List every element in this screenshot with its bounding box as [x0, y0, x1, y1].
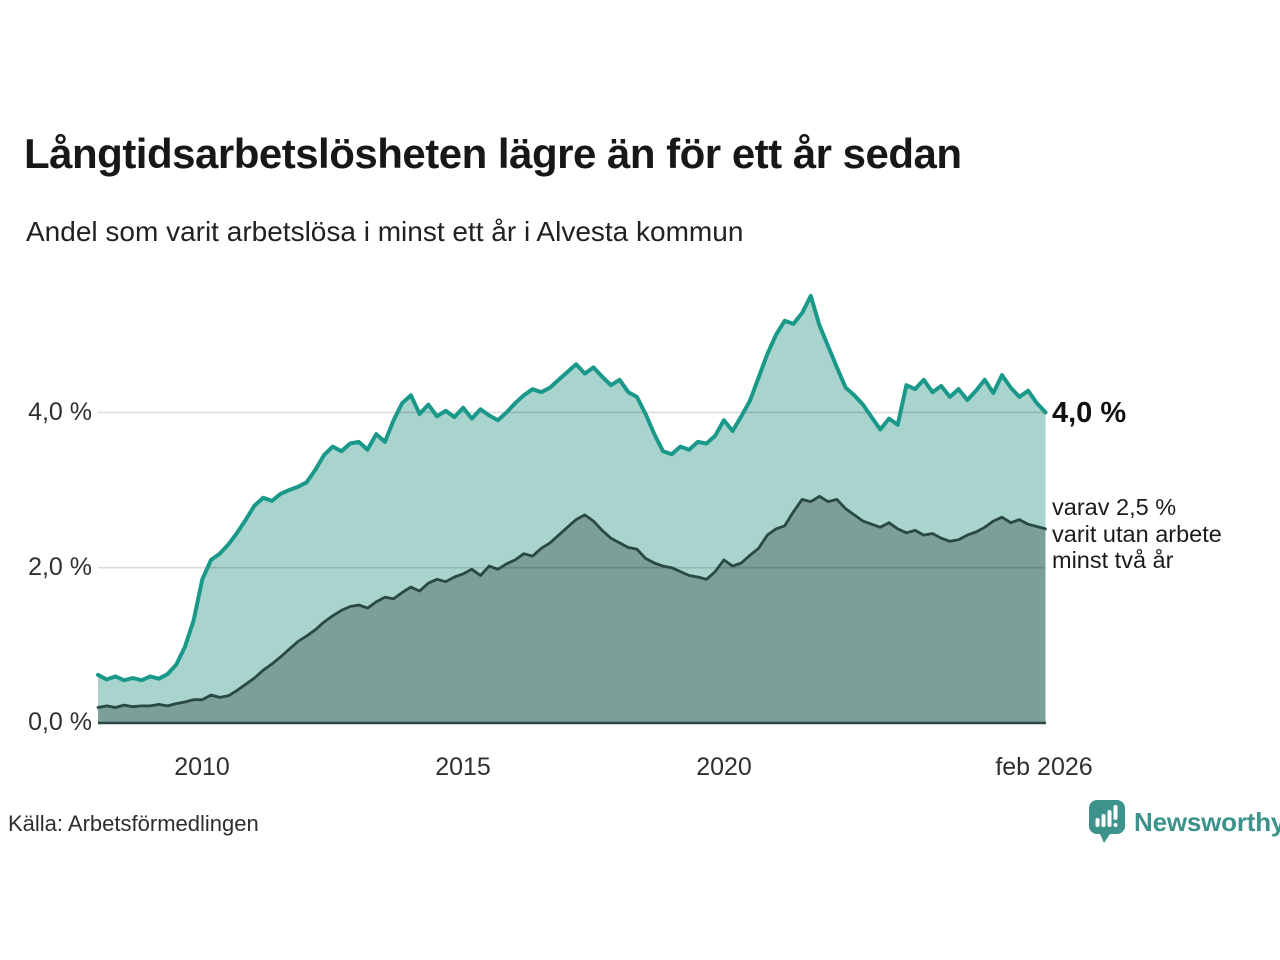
x-tick-2020: 2020 [696, 753, 752, 781]
newsworthy-icon [1089, 800, 1125, 843]
two-year-note-line-2: varit utan arbete [1052, 520, 1222, 547]
x-tick-2015: 2015 [435, 753, 491, 781]
page-title: Långtidsarbetslösheten lägre än för ett … [24, 130, 962, 177]
two-year-note-line-1: varav 2,5 % [1052, 494, 1177, 520]
two-year-note: varav 2,5 % varit utan arbete minst två … [1052, 494, 1222, 574]
y-tick-0: 0,0 % [28, 708, 92, 736]
two-year-note-line-3: minst två år [1052, 547, 1174, 573]
x-tick-feb-2026: feb 2026 [995, 753, 1093, 781]
y-tick-4: 4,0 % [28, 398, 92, 426]
bar-2 [1101, 814, 1106, 827]
y-tick-2: 2,0 % [28, 553, 92, 581]
total-line [96, 293, 1048, 683]
two-year-line [96, 494, 1047, 709]
bar-1 [1095, 818, 1100, 827]
page-subtitle: Andel som varit arbetslösa i minst ett å… [26, 216, 744, 247]
speech-bubble-shape [1089, 800, 1125, 843]
brand-logo: Newsworthy [1088, 799, 1280, 845]
two-year-area [98, 496, 1046, 723]
x-tick-2010: 2010 [174, 753, 230, 781]
source-label: Källa: Arbetsförmedlingen [8, 811, 259, 836]
bar-3 [1107, 810, 1112, 827]
exclamation-dot [1113, 823, 1118, 827]
exclamation-bar [1113, 805, 1118, 820]
brand-name: Newsworthy [1134, 806, 1280, 837]
latest-value-label: 4,0 % [1052, 397, 1127, 429]
gridlines [98, 411, 1046, 569]
